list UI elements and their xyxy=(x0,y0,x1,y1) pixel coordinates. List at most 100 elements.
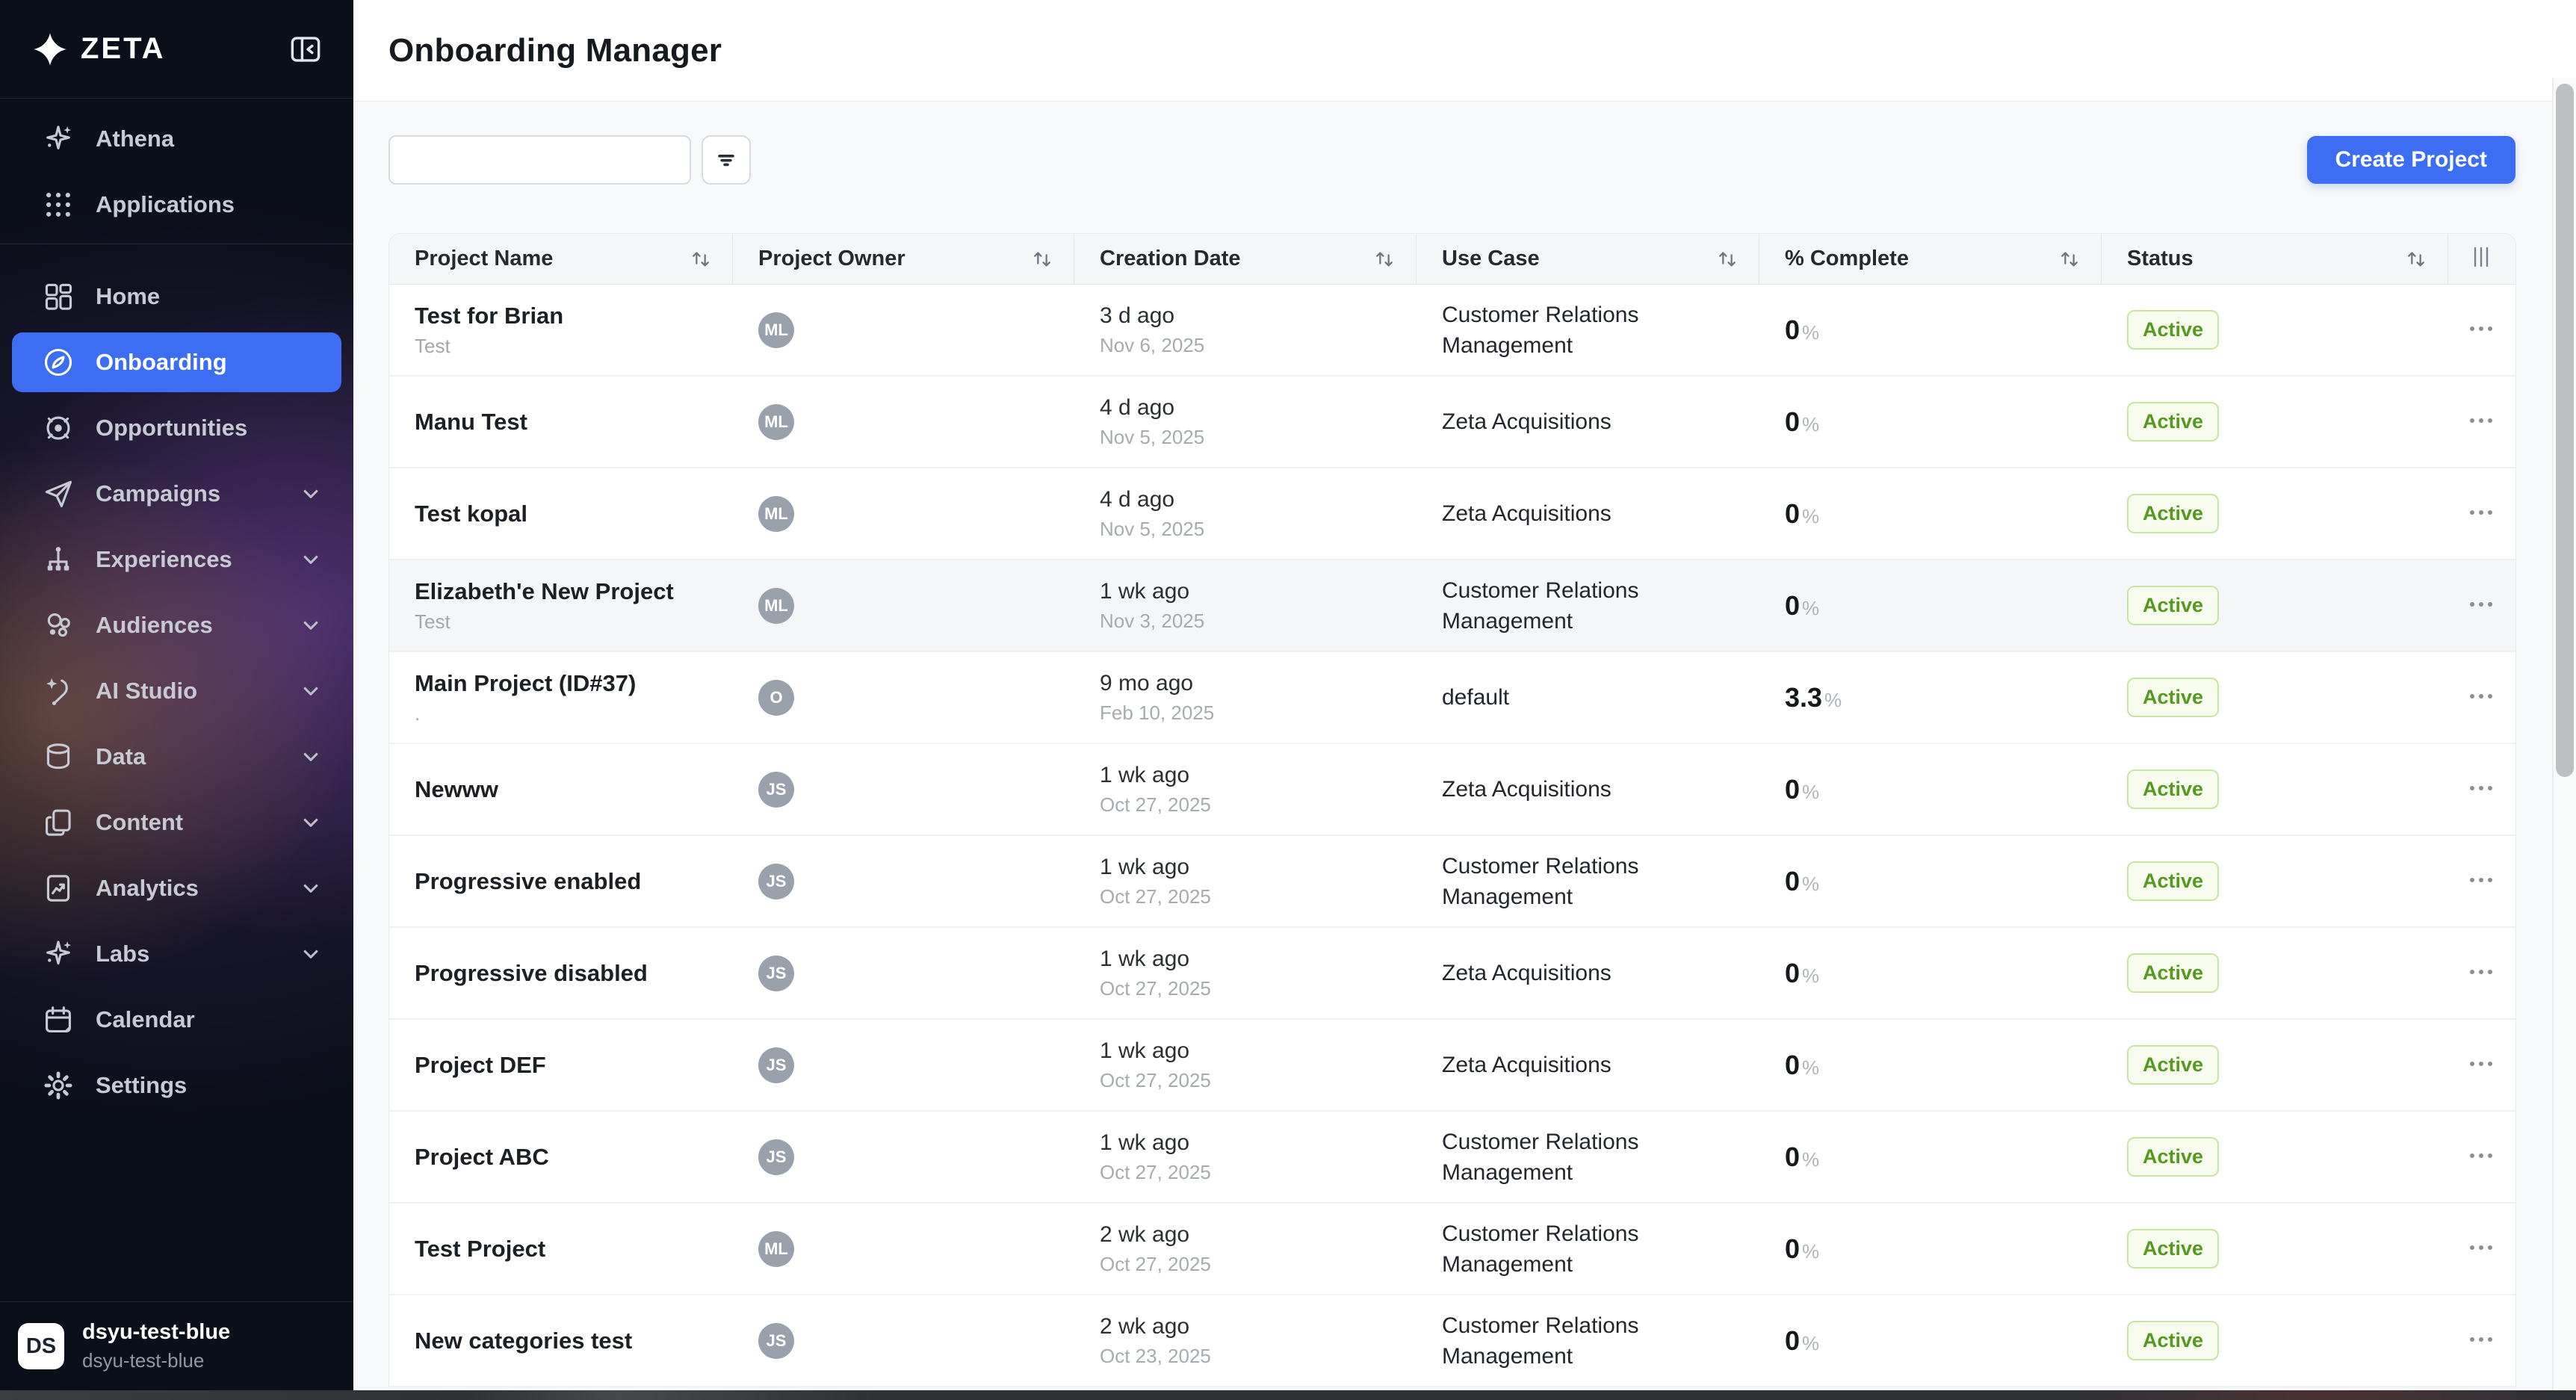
column-settings-button[interactable] xyxy=(2448,234,2514,284)
row-menu-button[interactable] xyxy=(2448,1334,2514,1348)
sidebar-item-content[interactable]: Content xyxy=(12,793,341,852)
percent-complete-cell: 0% xyxy=(1759,590,2102,622)
percent-sign: % xyxy=(1802,596,1820,619)
column-header-creation-date[interactable]: Creation Date xyxy=(1074,234,1417,284)
row-menu-button[interactable] xyxy=(2448,1242,2514,1256)
sidebar-item-label: Experiences xyxy=(96,546,232,572)
percent-sign: % xyxy=(1802,780,1820,803)
table-row-elizabeth-e-new-project[interactable]: Elizabeth'e New Project Test ML 1 wk ago Nov… xyxy=(389,560,2515,652)
owner-avatar: ML xyxy=(758,312,794,348)
chevron-down-icon xyxy=(298,613,323,638)
sidebar-item-audiences[interactable]: Audiences xyxy=(12,595,341,655)
calendar-icon xyxy=(42,1003,75,1036)
percent-complete-cell: 0% xyxy=(1759,1325,2102,1357)
sidebar-item-label: Settings xyxy=(96,1072,188,1098)
owner-avatar: ML xyxy=(758,587,794,624)
date-absolute: Nov 5, 2025 xyxy=(1100,425,1205,448)
row-menu-button[interactable] xyxy=(2448,599,2514,613)
use-case-cell: Zeta Acquisitions xyxy=(1417,958,1759,988)
column-header-use-case[interactable]: Use Case xyxy=(1417,234,1759,284)
chevron-down-icon xyxy=(298,810,323,835)
table-row-project-abc[interactable]: Project ABC JS 1 wk ago Oct 27, 2025 Custome… xyxy=(389,1112,2515,1204)
chevron-down-icon xyxy=(298,547,323,572)
row-menu-button[interactable] xyxy=(2448,415,2514,429)
sidebar-item-opportunities[interactable]: Opportunities xyxy=(12,398,341,458)
table-row-manu-test[interactable]: Manu Test ML 4 d ago Nov 5, 2025 Zeta Acquis… xyxy=(389,377,2515,468)
sidebar-item-calendar[interactable]: Calendar xyxy=(12,990,341,1050)
create-project-button[interactable]: Create Project xyxy=(2306,136,2515,184)
table-row-new-categories-test[interactable]: New categories test JS 2 wk ago Oct 23, 202… xyxy=(389,1295,2515,1387)
row-menu-button[interactable] xyxy=(2448,691,2514,704)
sort-icon[interactable] xyxy=(1715,247,1739,271)
paper-plane-icon xyxy=(42,477,75,510)
sidebar-item-data[interactable]: Data xyxy=(12,727,341,787)
table-row-main-project-id-37[interactable]: Main Project (ID#37). O 9 mo ago Feb 10, 20… xyxy=(389,652,2515,744)
table-row-test-kopal[interactable]: Test kopal ML 4 d ago Nov 5, 2025 Zeta Acqui… xyxy=(389,468,2515,560)
table-row-progressive-disabled[interactable]: Progressive disabled JS 1 wk ago Oct 27, 20… xyxy=(389,928,2515,1020)
sidebar-item-labs[interactable]: Labs xyxy=(12,924,341,984)
column-label: Status xyxy=(2127,247,2193,270)
creation-date-cell: 4 d ago Nov 5, 2025 xyxy=(1074,395,1417,449)
date-relative: 1 wk ago xyxy=(1100,854,1190,879)
user-profile[interactable]: DS dsyu-test-blue dsyu-test-blue xyxy=(0,1301,353,1390)
column-header-project-owner[interactable]: Project Owner xyxy=(733,234,1074,284)
row-menu-button[interactable] xyxy=(2448,783,2514,796)
owner-avatar: JS xyxy=(758,863,794,899)
use-case: Customer Relations Management xyxy=(1442,577,1639,634)
sidebar-item-ai-studio[interactable]: AI Studio xyxy=(12,661,341,721)
project-owner-cell: JS xyxy=(733,1139,1074,1175)
column-header-status[interactable]: Status xyxy=(2102,234,2448,284)
use-case: Zeta Acquisitions xyxy=(1442,501,1611,526)
sidebar-item-experiences[interactable]: Experiences xyxy=(12,530,341,589)
sidebar-item-analytics[interactable]: Analytics xyxy=(12,858,341,918)
sidebar-item-applications[interactable]: Applications xyxy=(12,175,341,235)
sort-icon[interactable] xyxy=(2058,247,2081,271)
date-relative: 3 d ago xyxy=(1100,303,1175,328)
column-label: Use Case xyxy=(1442,247,1540,270)
creation-date-cell: 2 wk ago Oct 27, 2025 xyxy=(1074,1222,1417,1276)
column-header-project-name[interactable]: Project Name xyxy=(389,234,733,284)
project-name: Test Project xyxy=(415,1235,546,1262)
creation-date-cell: 1 wk ago Oct 27, 2025 xyxy=(1074,763,1417,817)
row-menu-button[interactable] xyxy=(2448,1059,2514,1072)
zeta-logo-text: ZETA xyxy=(81,32,166,65)
row-menu-button[interactable] xyxy=(2448,875,2514,888)
row-menu-button[interactable] xyxy=(2448,967,2514,980)
row-menu-button[interactable] xyxy=(2448,1150,2514,1164)
sidebar-item-settings[interactable]: Settings xyxy=(12,1056,341,1115)
sidebar-item-athena[interactable]: Athena xyxy=(12,109,341,169)
sidebar-item-label: Onboarding xyxy=(96,349,227,375)
date-absolute: Oct 27, 2025 xyxy=(1100,793,1211,816)
sort-icon[interactable] xyxy=(1372,247,1396,271)
project-name: Project DEF xyxy=(415,1051,546,1078)
search-input[interactable] xyxy=(390,137,690,183)
sort-icon[interactable] xyxy=(2404,247,2428,271)
use-case: Zeta Acquisitions xyxy=(1442,1053,1611,1077)
table-row-project-def[interactable]: Project DEF JS 1 wk ago Oct 27, 2025 Zeta Ac… xyxy=(389,1020,2515,1112)
row-menu-button[interactable] xyxy=(2448,323,2514,337)
sidebar-item-onboarding[interactable]: Onboarding xyxy=(12,332,341,392)
row-menu-button[interactable] xyxy=(2448,507,2514,521)
ellipsis-icon xyxy=(2466,1242,2496,1256)
ellipsis-icon xyxy=(2466,507,2496,521)
chevron-down-icon xyxy=(298,744,323,769)
filter-button[interactable] xyxy=(702,135,751,185)
vertical-scrollbar[interactable] xyxy=(2552,78,2576,1400)
percent-value: 0 xyxy=(1785,1049,1801,1080)
page-header: Onboarding Manager xyxy=(353,0,2576,102)
table-row-progressive-enabled[interactable]: Progressive enabled JS 1 wk ago Oct 27, 202… xyxy=(389,836,2515,928)
percent-value: 0 xyxy=(1785,865,1801,896)
table-row-newww[interactable]: Newww JS 1 wk ago Oct 27, 2025 Zeta Acquisit… xyxy=(389,744,2515,836)
sidebar-item-campaigns[interactable]: Campaigns xyxy=(12,464,341,524)
table-row-test-for-brian[interactable]: Test for Brian Test ML 3 d ago Nov 6, 2025 Cu… xyxy=(389,285,2515,377)
percent-sign: % xyxy=(1824,688,1842,711)
project-name-cell: Main Project (ID#37). xyxy=(389,670,733,725)
sidebar-item-home[interactable]: Home xyxy=(12,267,341,326)
table-row-test-project[interactable]: Test Project ML 2 wk ago Oct 27, 2025 Custom… xyxy=(389,1204,2515,1295)
percent-complete-cell: 0% xyxy=(1759,958,2102,989)
sort-icon[interactable] xyxy=(1030,247,1054,271)
scrollbar-thumb[interactable] xyxy=(2556,84,2574,777)
sidebar-collapse-icon[interactable] xyxy=(288,31,323,67)
column-header-complete[interactable]: % Complete xyxy=(1759,234,2102,284)
sort-icon[interactable] xyxy=(689,247,713,271)
